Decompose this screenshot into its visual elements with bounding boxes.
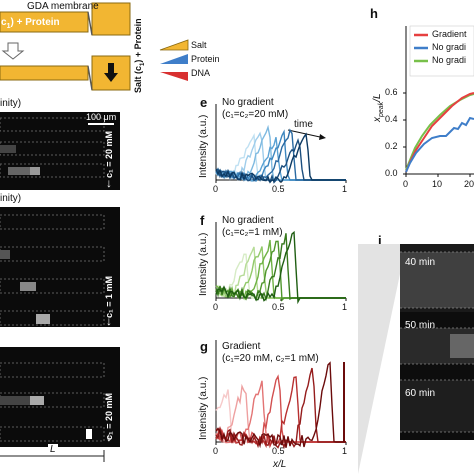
panel-letter-h: h <box>370 6 378 21</box>
panel-label-2: inity) <box>0 193 22 204</box>
c1-label-2: c₁ = 1 mM <box>104 276 114 318</box>
h-ytick-1: 0.2 <box>385 141 398 151</box>
h-ytick-3: 0.6 <box>385 87 398 97</box>
xtick-f-1: 0.5 <box>272 302 285 312</box>
h-curve-no-gradient-2 <box>405 93 474 171</box>
reservoir-block-top <box>91 2 131 36</box>
inset-label-50: 50 min <box>405 320 436 331</box>
dna-wedge-icon <box>160 72 188 81</box>
inset-label-60: 60 min <box>405 388 436 399</box>
length-bar <box>0 450 105 462</box>
panel-g-subtitle: (c₁=20 mM, c₂=1 mM) <box>222 353 319 364</box>
curves-g <box>215 361 346 450</box>
panel-e-title: No gradient <box>222 97 274 108</box>
xtick-e-2: 1 <box>342 184 348 194</box>
channel-schematic <box>0 2 189 91</box>
panel-letter-f: f <box>200 213 205 228</box>
channel-label: c1) + Protein <box>1 17 60 30</box>
time-label: time <box>294 119 313 130</box>
h-xtick-2: 20 <box>464 179 474 189</box>
legend-salt: Salt <box>191 40 207 50</box>
panel-letter-i: i <box>378 233 382 248</box>
salt-axis-label: Salt (c1) + Protein <box>133 18 146 93</box>
profile-g-6 <box>215 361 346 449</box>
xtick-f-2: 1 <box>342 302 348 312</box>
c1-label-1: c₁ = 20 mM <box>104 131 114 178</box>
xtick-f-0: 0 <box>213 302 219 312</box>
xtick-e-0: 0 <box>213 184 219 194</box>
h-curve-gradient <box>405 92 474 173</box>
protein-wedge-icon <box>160 54 188 64</box>
ylabel-g: Intensity (a.u.) <box>198 376 209 440</box>
h-xtick-1: 10 <box>432 179 443 189</box>
h-ylabel: xpeak/L <box>372 93 385 122</box>
curves-e <box>215 124 346 184</box>
h-ytick-0: 0.0 <box>385 168 398 178</box>
reservoir-channel-bottom <box>0 65 89 81</box>
micrograph-3 <box>0 347 120 447</box>
h-ytick-2: 0.4 <box>385 114 398 124</box>
flow-arrow-icon <box>104 63 118 82</box>
xtick-g-0: 0 <box>213 446 219 456</box>
ylabel-f: Intensity (a.u.) <box>198 232 209 296</box>
down-arrow-icon: ↓ <box>106 430 112 444</box>
down-arrow-icon: ↓ <box>106 176 112 190</box>
profile-f-6 <box>215 230 346 305</box>
panel-g-title: Gradient <box>222 341 261 352</box>
inset-label-40: 40 min <box>405 257 436 268</box>
xtick-g-2: 1 <box>342 446 348 456</box>
peak-position-plot <box>403 25 474 177</box>
membrane-label: GDA membrane <box>27 1 99 12</box>
zoom-wedge <box>358 244 400 474</box>
reservoir-channel-top <box>0 11 89 33</box>
h-legend-nogradient-1: No gradi <box>432 42 467 52</box>
salt-wedge-icon <box>159 39 189 51</box>
legend-dna: DNA <box>191 68 211 78</box>
curves-f <box>215 230 346 305</box>
profile-e-2 <box>215 124 346 181</box>
ylabel-e: Intensity (a.u.) <box>198 114 209 178</box>
time-arrow <box>287 129 321 138</box>
h-legend-gradient: Gradient <box>432 29 467 39</box>
down-arrow-icon <box>1 42 25 60</box>
xtick-e-1: 0.5 <box>272 184 285 194</box>
length-label: L <box>48 444 58 455</box>
xlabel: x/L <box>273 459 287 470</box>
micrograph-1 <box>0 112 120 190</box>
panel-letter-e: e <box>200 95 208 110</box>
profile-e-7 <box>215 132 346 184</box>
intensity-profiles <box>215 104 347 450</box>
micrograph-2 <box>0 207 120 327</box>
h-legend-box <box>409 25 474 77</box>
h-xtick-0: 0 <box>403 179 409 189</box>
scale-bar-label: 100 μm <box>86 112 117 122</box>
xtick-g-1: 0.5 <box>272 446 285 456</box>
h-legend-nogradient-2: No gradi <box>432 55 467 65</box>
time-arrow-head-icon <box>319 134 326 140</box>
panel-letter-g: g <box>200 339 208 354</box>
legend-protein: Protein <box>191 54 220 64</box>
panel-label-1: inity) <box>0 98 22 109</box>
timelapse-insets <box>358 244 474 474</box>
panel-f-subtitle: (c₁=c₂=1 mM) <box>222 227 283 238</box>
panel-f-title: No gradient <box>222 215 274 226</box>
down-arrow-icon: ↓ <box>106 314 112 328</box>
panel-e-subtitle: (c₁=c₂=20 mM) <box>222 109 289 120</box>
membrane-line <box>87 11 93 36</box>
h-curve-no-gradient-1 <box>405 116 474 173</box>
